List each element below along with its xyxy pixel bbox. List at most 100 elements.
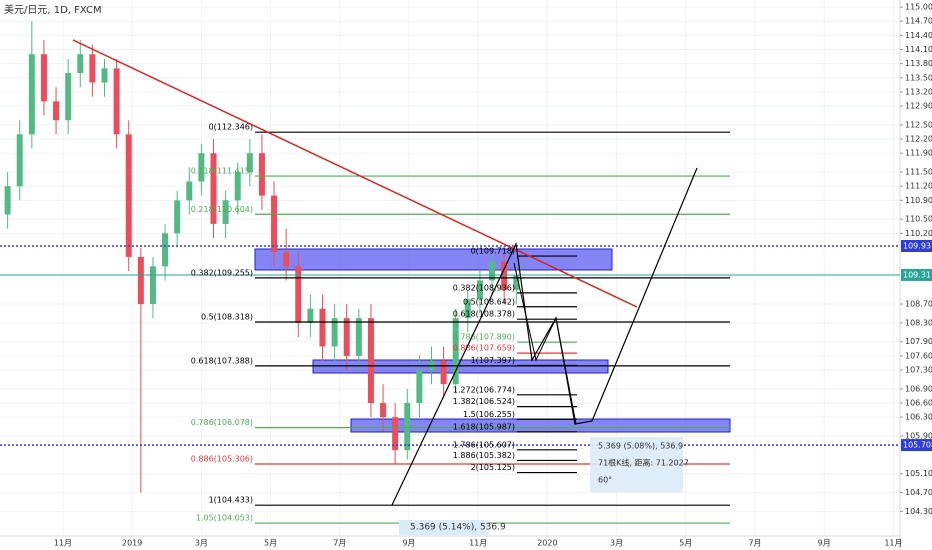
fib-label: 1.886(105.382) [453,451,515,460]
candle-body [307,308,314,323]
candle-body [464,299,471,319]
fib-label: 1.272(106.774) [453,385,515,394]
candle-body [222,200,229,224]
x-tick-label: 7月 [333,539,346,548]
y-tick-label: 106.900 [905,384,932,393]
candle-body [65,73,72,121]
x-tick-label: 11月 [884,539,902,548]
candle-body [404,403,411,451]
candle-body [416,370,423,404]
zone [254,248,613,271]
x-tick-label: 5月 [679,539,692,548]
y-tick-label: 104.300 [905,507,932,516]
y-tick-label: 112.900 [905,102,932,111]
y-tick-label: 108.700 [905,300,932,309]
candle-body [174,200,181,234]
y-tick-label: 105.100 [905,469,932,478]
levels: 0(112.346) 0.118(111.415) 0.218(110.604) 0.… [0,123,900,524]
measure-label: 5.369 (5.14%), 536.9 [410,523,506,533]
candle-body [380,403,387,418]
fib-label: 0.886(105.306) [191,455,253,464]
candle-body [440,360,447,385]
candle-body [283,252,290,267]
y-tick-label: 107.300 [905,366,932,375]
fib-label: 0.618(107.388) [191,356,253,365]
x-tick-label: 2019 [122,539,142,548]
candle-body [367,318,374,404]
candle-body [476,280,483,300]
candle-body [331,318,338,347]
candle-body [53,101,60,121]
y-tick-label: 110.900 [905,196,932,205]
y-tick-label: 113.500 [905,73,932,82]
candle-body [246,153,253,173]
candle-body [113,68,120,135]
measure-box [590,437,683,492]
candle-body [319,308,326,347]
fib-label: 0.382(109.255) [191,268,253,277]
candle-body [89,54,96,83]
candle-body [77,54,84,74]
price-label: 109.317 [903,270,932,279]
candle-body [162,233,169,267]
y-tick-label: 113.200 [905,87,932,96]
fib-label: 0.786(107.890) [453,333,515,342]
arrow-path [513,262,577,425]
y-tick-label: 114.400 [905,31,932,40]
y-tick-label: 115.000 [905,3,932,12]
price-label: 105.708 [903,441,932,450]
candle-body [513,275,520,290]
candle-body [4,186,11,215]
fib-label: 0.118(111.415) [191,167,253,176]
candle-body [355,318,362,356]
y-tick-label: 114.700 [905,17,932,26]
y-tick-label: 107.900 [905,337,932,346]
x-tick-label: 2020 [537,539,557,548]
x-tick-label: 9月 [402,539,415,548]
fib-label: 1.05(104.053) [196,514,253,523]
x-tick-label: 3月 [195,539,208,548]
measure-box [399,520,488,535]
y-tick-label: 113.800 [905,59,932,68]
fib-label: 1(104.433) [209,496,253,505]
y-tick-label: 105.900 [905,432,932,441]
y-tick-label: 106.600 [905,399,932,408]
y-tick-label: 110.500 [905,215,932,224]
fib-label: 0.382(108.936) [453,283,515,292]
x-tick-label: 5月 [264,539,277,548]
candle-body [343,318,350,356]
fib-label: 1.5(106.255) [463,410,515,419]
x-tick-label: 7月 [748,539,761,548]
candle-body [149,266,156,305]
fib-label: 0.786(106.078) [191,418,253,427]
axes: 115.000 114.700 114.400 114.100 113.800 113.5… [54,3,932,548]
candle-body [198,153,205,182]
y-tick-label: 110.200 [905,229,932,238]
y-tick-label: 107.600 [905,351,932,360]
measure-label: 60° [598,476,612,485]
price-label: 109.931 [903,242,932,251]
candle-body [210,153,217,224]
y-tick-label: 108.300 [905,318,932,327]
fib-label: 0(109.718) [471,247,515,256]
x-tick-label: 9月 [818,539,831,548]
fib-label: 2(105.125) [471,463,515,472]
candle-body [295,266,302,323]
y-tick-label: 112.500 [905,120,932,129]
fib-label: 0(112.346) [209,123,253,132]
candle-body [501,261,508,290]
candle-body [489,261,496,281]
trend-line [72,39,638,308]
y-tick-label: 104.700 [905,488,932,497]
fib-label: 1(107.397) [471,356,515,365]
candle-body [125,134,132,257]
fib-label: 0.886(107.659) [453,344,515,353]
candle-body [16,134,23,187]
candle-body [271,195,278,253]
fib-label: 0.618(108.378) [453,310,515,319]
fib-label: 0.218(110.604) [191,205,253,214]
candle-body [234,172,241,201]
candle-body [137,256,144,305]
fib-label: 1.786(105.607) [453,440,515,449]
